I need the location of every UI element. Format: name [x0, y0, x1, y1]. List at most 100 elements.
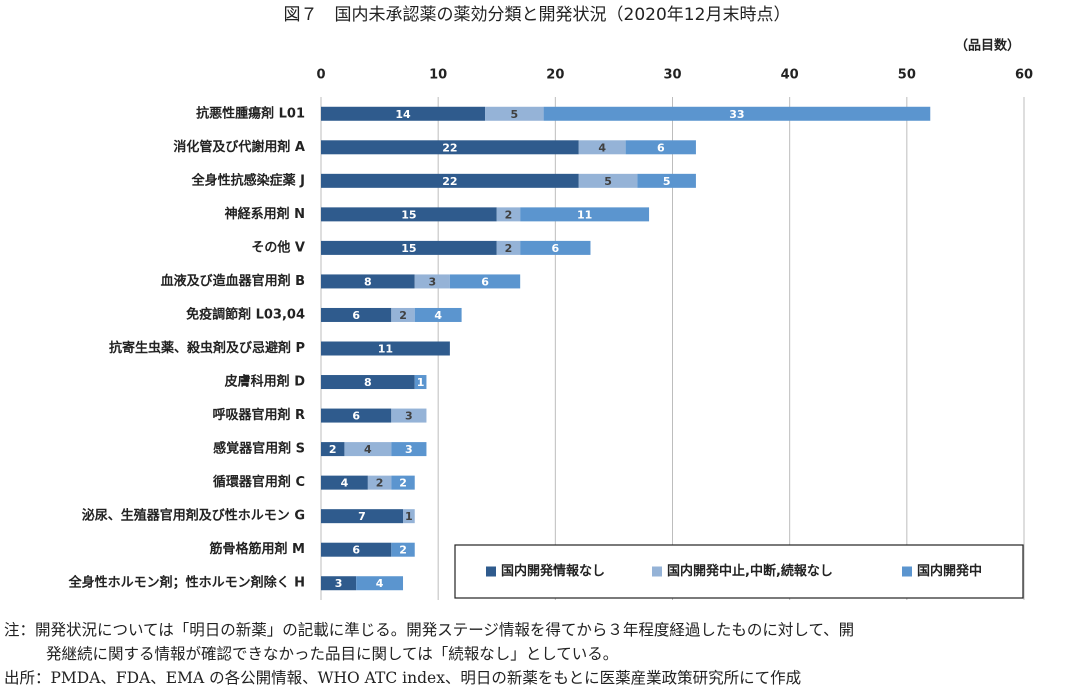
note: 発継続に関する情報が確認できなかった品目に関しては「続報なし」としている。 [46, 645, 619, 663]
y-tick-label: 神経系用剤 N [225, 206, 305, 222]
x-tick-label: 50 [898, 68, 916, 83]
data-label: 1 [405, 510, 413, 523]
data-label: 15 [401, 208, 416, 221]
y-tick-label: 消化管及び代謝用剤 A [173, 139, 305, 155]
data-label: 33 [729, 108, 744, 121]
bar-segment [625, 140, 696, 155]
y-tick-label: 循環器官用剤 C [213, 474, 305, 490]
y-tick-label: 全身性ホルモン剤；性ホルモン剤除く H [68, 575, 305, 591]
data-label: 2 [399, 477, 407, 490]
data-label: 4 [341, 477, 349, 490]
data-label: 22 [442, 175, 457, 188]
data-label: 1 [417, 376, 425, 389]
chart-title: 図７ 国内未承認薬の薬効分類と開発状況（2020年12月末時点） [284, 5, 791, 25]
data-label: 8 [364, 376, 372, 389]
bar-segment [578, 173, 638, 188]
bar-segment [391, 542, 415, 557]
data-label: 5 [510, 108, 518, 121]
bar-segment [520, 207, 650, 222]
bar-segment [391, 475, 415, 490]
bar-segment [321, 341, 450, 356]
data-label: 4 [364, 443, 372, 456]
y-tick-label: 泌尿、生殖器官用剤及び性ホルモン G [82, 508, 305, 524]
data-label: 3 [405, 443, 413, 456]
bar-segment [578, 140, 626, 155]
legend-box [454, 544, 1024, 599]
data-label: 2 [399, 309, 407, 322]
data-label: 6 [657, 141, 665, 154]
bar-segment [414, 375, 427, 390]
bar-segment [391, 442, 427, 457]
data-label: 6 [552, 242, 560, 255]
y-tick-label: 感覚器官用剤 S [213, 441, 305, 457]
bar-segment [321, 140, 579, 155]
legend-marker [652, 566, 662, 577]
bar-segment [485, 106, 544, 121]
bar-segment [449, 274, 521, 289]
data-label: 5 [604, 175, 612, 188]
data-label: 7 [358, 510, 366, 523]
data-label: 6 [352, 309, 360, 322]
bar-segment [321, 274, 415, 289]
bar-segment [414, 307, 462, 322]
y-tick-label: 抗寄生虫薬、殺虫剤及び忌避剤 P [109, 340, 305, 356]
data-label: 15 [401, 242, 416, 255]
bar-segment [321, 106, 486, 121]
legend-label: 国内開発情報なし [501, 563, 605, 579]
x-tick-label: 60 [1015, 68, 1033, 83]
y-tick-label: 筋骨格筋用剤 M [209, 541, 305, 557]
legend-label: 国内開発中止,中断,続報なし [667, 563, 833, 579]
bar-segment [367, 475, 392, 490]
chart: 図７ 国内未承認薬の薬効分類と開発状況（2020年12月末時点） （品目数） 0… [68, 5, 1033, 600]
bar-segment [321, 542, 392, 557]
bar-segment [391, 307, 415, 322]
bar-segment [543, 106, 931, 121]
bar-segment [321, 408, 392, 423]
x-tick-label: 20 [546, 68, 564, 83]
bar-segment [321, 475, 368, 490]
bar-segment [414, 274, 450, 289]
y-tick-label: 抗悪性腫瘍剤 L01 [196, 105, 305, 121]
data-label: 11 [577, 208, 592, 221]
bar-segment [391, 408, 427, 423]
data-label: 3 [335, 577, 343, 590]
legend-marker [902, 566, 912, 577]
data-label: 11 [378, 343, 393, 356]
bar-segment [321, 307, 392, 322]
unit-label: （品目数） [955, 38, 1020, 54]
bar-segment [321, 375, 415, 390]
data-label: 6 [481, 275, 489, 288]
data-label: 5 [663, 175, 671, 188]
bar-segment [520, 240, 591, 255]
legend-marker [486, 566, 496, 577]
data-label: 2 [329, 443, 337, 456]
legend-label: 国内開発中 [917, 563, 982, 579]
source: 出所：PMDA、FDA、EMA の各公開情報、WHO ATC index、明日の… [4, 669, 802, 687]
y-tick-label: 呼吸器官用剤 R [212, 407, 305, 423]
data-label: 22 [442, 141, 457, 154]
bar-segment [637, 173, 696, 188]
x-tick-label: 40 [781, 68, 799, 83]
y-tick-label: 全身性抗感染症薬 J [191, 172, 305, 188]
bar-segment [496, 240, 521, 255]
bar-segment [321, 576, 357, 591]
data-label: 3 [428, 275, 436, 288]
data-label: 2 [505, 242, 513, 255]
bar-segment [321, 207, 497, 222]
data-label: 3 [405, 410, 413, 423]
y-tick-label: 血液及び造血器官用剤 B [161, 273, 305, 289]
bar-segment [321, 509, 404, 524]
data-label: 8 [364, 275, 372, 288]
bar-segment [356, 576, 404, 591]
x-tick-label: 0 [316, 68, 325, 83]
data-label: 14 [395, 108, 411, 121]
y-tick-label: 免疫調節剤 L03,04 [186, 306, 305, 322]
data-label: 4 [598, 141, 606, 154]
bar-segment [321, 442, 345, 457]
x-tick-label: 10 [429, 68, 447, 83]
data-label: 2 [399, 544, 407, 557]
data-label: 4 [376, 577, 384, 590]
note: 注：開発状況については「明日の新薬」の記載に準じる。開発ステージ情報を得てから３… [4, 621, 855, 639]
data-label: 6 [352, 410, 360, 423]
